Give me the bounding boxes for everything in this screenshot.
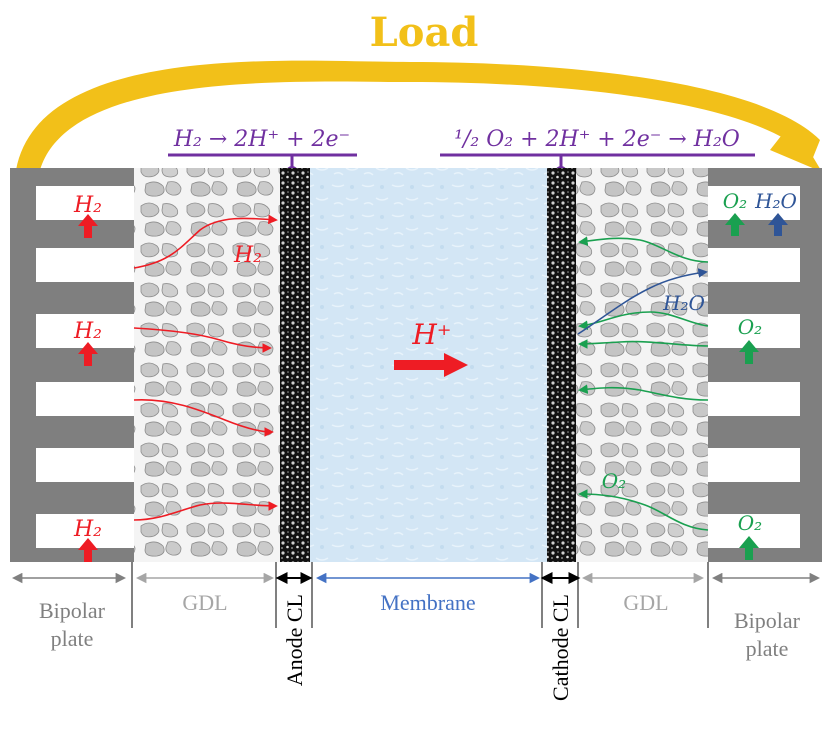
bipolar-left-label-line1: Bipolar [39,598,106,623]
h2-gdl-label: H₂ [233,243,262,268]
o2-outlet-3: O₂ [738,511,762,560]
cathode-cl-layer [547,168,576,562]
h2o-gdl-label: H₂O [662,291,705,315]
bipolar-plate-left [10,168,134,562]
h2o-outlet: H₂O [754,189,797,236]
h2-inlet-1: H₂ [73,193,102,238]
h2o-label: H₂O [754,189,797,213]
up-arrow-icon [739,536,759,560]
proton-label: H⁺ [411,318,451,351]
bipolar-left-label-line2: plate [51,626,94,651]
o2-label: O₂ [738,315,762,339]
o2-diffusion-paths [578,236,709,531]
proton-arrow [394,353,468,377]
gdl-left-label: GDL [182,590,227,615]
h2-inlet-2: H₂ [73,319,102,366]
bipolar-plate-right [708,168,822,562]
membrane-label: Membrane [380,590,475,615]
up-arrow-icon [78,214,98,238]
bipolar-right-label-line1: Bipolar [734,608,801,633]
gdl-right-layer [576,168,708,562]
up-arrow-icon [725,213,745,236]
o2-gdl-label: O₂ [602,469,626,493]
up-arrow-icon [78,538,98,562]
bipolar-right-label-line2: plate [746,636,789,661]
layer-separators [131,562,709,628]
h2-diffusion-paths [133,214,278,521]
h2-label: H₂ [73,517,102,542]
cathode-cl-label: Cathode CL [548,594,573,701]
h2-label: H₂ [73,193,102,218]
anode-cl-label: Anode CL [282,594,307,686]
load-arc [16,60,822,172]
h2o-removal-path [577,268,708,335]
load-label: Load [370,9,479,56]
h2-label: H₂ [73,319,102,344]
o2-label: O₂ [723,189,747,213]
o2-outlet-2: O₂ [738,315,762,364]
cathode-reaction: ¹/₂ O₂ + 2H⁺ + 2e⁻ → H₂O [454,127,740,152]
h2-inlet-3: H₂ [73,517,102,562]
up-arrow-icon [78,342,98,366]
anode-reaction: H₂ → 2H⁺ + 2e⁻ [173,127,350,152]
anode-cl-layer [280,168,310,562]
load-arrowhead [770,122,822,172]
o2-outlet-1: O₂ [723,189,747,236]
gdl-left-layer [134,168,280,562]
o2-label: O₂ [738,511,762,535]
gdl-right-label: GDL [623,590,668,615]
up-arrow-icon [768,213,788,236]
up-arrow-icon [739,340,759,364]
